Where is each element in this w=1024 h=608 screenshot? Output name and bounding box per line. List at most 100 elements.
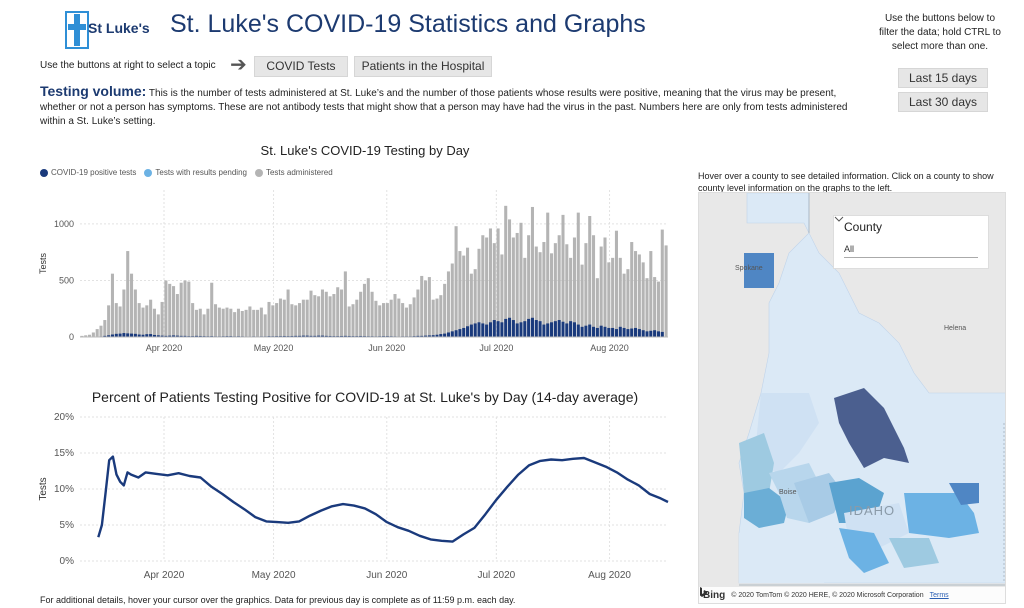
bar-tests-administered[interactable] (424, 280, 428, 337)
bar-tests-administered[interactable] (191, 303, 195, 337)
bar-positive-tests[interactable] (420, 335, 424, 337)
bar-positive-tests[interactable] (656, 331, 660, 337)
county-jerome[interactable] (839, 528, 889, 573)
bar-tests-administered[interactable] (515, 232, 519, 337)
bar-tests-administered[interactable] (645, 278, 649, 337)
bar-tests-administered[interactable] (546, 212, 550, 337)
county-bonneville[interactable] (949, 483, 979, 505)
bar-tests-administered[interactable] (114, 303, 118, 337)
bar-tests-administered[interactable] (416, 289, 420, 337)
bar-tests-administered[interactable] (420, 275, 424, 337)
bar-tests-administered[interactable] (492, 243, 496, 337)
bar-tests-administered[interactable] (664, 245, 668, 337)
bar-positive-tests[interactable] (309, 335, 313, 337)
bar-positive-tests[interactable] (519, 322, 523, 337)
bar-positive-tests[interactable] (477, 322, 481, 337)
bar-positive-tests[interactable] (179, 335, 183, 337)
bar-positive-tests[interactable] (320, 335, 324, 337)
bar-positive-tests[interactable] (611, 327, 615, 337)
bar-tests-administered[interactable] (194, 309, 198, 337)
bar-tests-administered[interactable] (282, 299, 286, 337)
bar-tests-administered[interactable] (523, 257, 527, 337)
bar-tests-administered[interactable] (317, 296, 321, 337)
bar-positive-tests[interactable] (576, 324, 580, 337)
bar-tests-administered[interactable] (298, 303, 302, 337)
bar-tests-administered[interactable] (622, 273, 626, 337)
bar-tests-administered[interactable] (542, 242, 546, 337)
bar-positive-tests[interactable] (328, 335, 332, 337)
bar-positive-tests[interactable] (637, 329, 641, 337)
bar-positive-tests[interactable] (538, 321, 542, 337)
bar-tests-administered[interactable] (580, 264, 584, 337)
legend-item-administered[interactable]: Tests administered (254, 168, 333, 177)
bar-positive-tests[interactable] (435, 334, 439, 337)
bar-tests-administered[interactable] (256, 309, 260, 337)
bar-positive-tests[interactable] (534, 320, 538, 337)
bar-positive-tests[interactable] (603, 326, 607, 337)
bar-tests-administered[interactable] (118, 306, 122, 337)
bar-tests-administered[interactable] (496, 228, 500, 337)
bar-tests-administered[interactable] (324, 291, 328, 337)
bar-tests-administered[interactable] (504, 205, 508, 337)
bar-tests-administered[interactable] (603, 237, 607, 337)
bar-positive-tests[interactable] (488, 322, 492, 337)
bar-positive-tests[interactable] (133, 333, 137, 337)
bar-tests-administered[interactable] (378, 305, 382, 337)
bar-positive-tests[interactable] (160, 335, 164, 337)
bar-tests-administered[interactable] (660, 229, 664, 337)
bar-tests-administered[interactable] (393, 294, 397, 337)
bar-tests-administered[interactable] (309, 290, 313, 337)
bar-tests-administered[interactable] (110, 273, 114, 337)
bar-positive-tests[interactable] (290, 335, 294, 337)
bar-positive-tests[interactable] (649, 330, 653, 337)
bar-tests-administered[interactable] (88, 334, 92, 337)
bar-tests-administered[interactable] (313, 295, 317, 337)
bar-positive-tests[interactable] (145, 334, 149, 337)
bar-positive-tests[interactable] (485, 324, 489, 337)
bar-tests-administered[interactable] (343, 271, 347, 337)
bar-tests-administered[interactable] (198, 308, 202, 337)
bar-tests-administered[interactable] (359, 291, 363, 337)
bar-tests-administered[interactable] (599, 246, 603, 337)
bar-positive-tests[interactable] (313, 335, 317, 337)
bar-tests-administered[interactable] (351, 304, 355, 337)
bar-positive-tests[interactable] (282, 335, 286, 337)
bar-tests-administered[interactable] (244, 309, 248, 337)
bar-positive-tests[interactable] (152, 334, 156, 337)
bar-tests-administered[interactable] (252, 309, 256, 337)
bar-tests-administered[interactable] (530, 206, 534, 337)
bar-tests-administered[interactable] (122, 289, 126, 337)
bar-tests-administered[interactable] (561, 214, 565, 337)
bar-positive-tests[interactable] (584, 325, 588, 337)
county-select[interactable]: All (834, 216, 978, 258)
bar-tests-administered[interactable] (382, 303, 386, 337)
bar-tests-administered[interactable] (160, 301, 164, 337)
bar-tests-administered[interactable] (187, 281, 191, 337)
bar-positive-tests[interactable] (431, 335, 435, 337)
bar-positive-tests[interactable] (126, 333, 130, 337)
bar-positive-tests[interactable] (427, 335, 431, 337)
bar-positive-tests[interactable] (462, 327, 466, 337)
bar-tests-administered[interactable] (84, 335, 88, 337)
bar-tests-administered[interactable] (95, 329, 99, 337)
bar-tests-administered[interactable] (133, 289, 137, 337)
bar-tests-administered[interactable] (340, 289, 344, 337)
bar-tests-administered[interactable] (488, 228, 492, 337)
bar-positive-tests[interactable] (103, 335, 107, 337)
bar-positive-tests[interactable] (614, 329, 618, 337)
bar-tests-administered[interactable] (168, 283, 172, 337)
bar-tests-administered[interactable] (431, 299, 435, 337)
bar-tests-administered[interactable] (99, 325, 103, 337)
bar-tests-administered[interactable] (439, 295, 443, 337)
patients-in-hospital-button[interactable]: Patients in the Hospital (354, 56, 492, 77)
bar-tests-administered[interactable] (91, 332, 95, 337)
bar-positive-tests[interactable] (508, 317, 512, 337)
bar-positive-tests[interactable] (110, 334, 114, 337)
bar-tests-administered[interactable] (401, 303, 405, 337)
bar-tests-administered[interactable] (630, 242, 634, 337)
bar-tests-administered[interactable] (152, 308, 156, 337)
bar-tests-administered[interactable] (328, 296, 332, 337)
bar-positive-tests[interactable] (542, 324, 546, 337)
bar-tests-administered[interactable] (595, 278, 599, 337)
bar-positive-tests[interactable] (557, 320, 561, 337)
